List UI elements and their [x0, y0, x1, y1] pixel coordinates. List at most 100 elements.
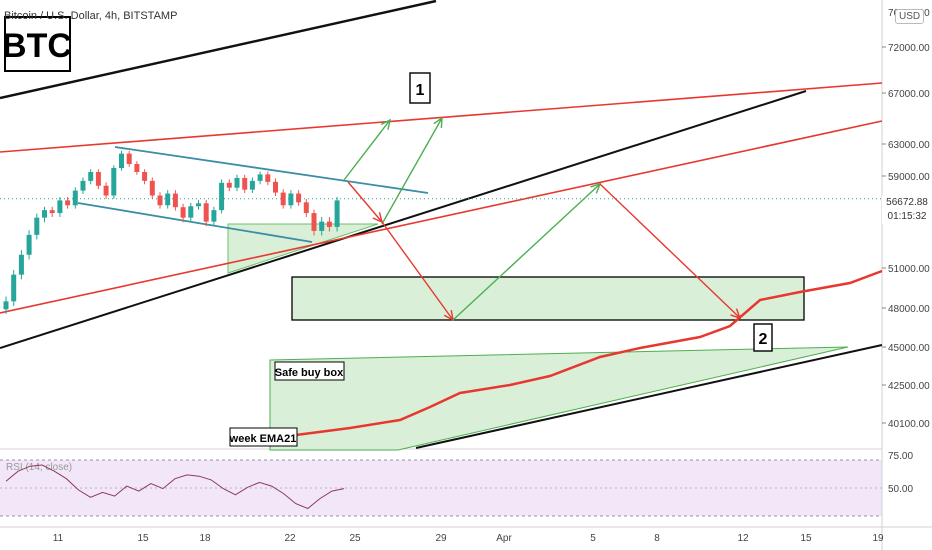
- price-tick-label: 72000.00: [888, 43, 930, 54]
- candle-body: [119, 153, 124, 168]
- candle-body: [326, 221, 332, 227]
- candle-body: [311, 213, 317, 231]
- candle-body: [26, 234, 32, 255]
- candle-body: [226, 182, 232, 188]
- time-tick-label: 5: [590, 533, 596, 544]
- candle-body: [126, 153, 132, 164]
- chart-symbol-title: Bitcoin / U.S. Dollar, 4h, BITSTAMP: [4, 10, 178, 22]
- green-arrow-up-1-head: [380, 118, 391, 130]
- red-channel-bottom: [0, 120, 883, 314]
- green-arrow-up-2: [381, 117, 443, 225]
- red-arrow-down-3: [599, 183, 741, 319]
- candle-body: [180, 207, 186, 218]
- candle-body: [242, 177, 248, 190]
- price-tick-label: 63000.00: [888, 140, 930, 151]
- candle-body: [219, 182, 225, 211]
- week-ema21-line: [295, 269, 883, 437]
- time-tick-label: 11: [53, 533, 64, 544]
- candle-body: [273, 181, 278, 193]
- teal-wedge-bottom: [77, 202, 313, 243]
- candle-body: [57, 200, 63, 214]
- candle-body: [80, 180, 86, 191]
- candle-body: [88, 172, 94, 181]
- candle-body: [334, 200, 340, 227]
- label-2-box: [753, 323, 773, 352]
- green-arrow-up-2-head: [433, 116, 443, 129]
- current-price-tag: 56672.88 01:15:32: [882, 196, 932, 224]
- candle-body: [234, 177, 240, 188]
- candle-body: [42, 210, 47, 218]
- price-tick-label: 42500.00: [888, 381, 930, 392]
- safe-buy-box-label-box: [274, 361, 345, 381]
- time-tick-label: 22: [284, 533, 296, 544]
- candle-body: [103, 185, 109, 196]
- candle-body: [249, 180, 255, 190]
- black-trendline-top: [0, 0, 437, 100]
- candle-body: [34, 217, 40, 235]
- current-price: 56672.88: [886, 197, 928, 208]
- candle-body: [319, 221, 325, 231]
- label-1-box: [409, 72, 431, 104]
- time-tick-label: Apr: [496, 533, 512, 544]
- candle-body: [280, 192, 286, 206]
- red-arrow-down-3-head: [730, 308, 742, 320]
- red-channel-top: [0, 82, 883, 153]
- btc-logo-box: [4, 16, 71, 72]
- candle-body: [134, 164, 140, 172]
- candle-body: [257, 174, 263, 181]
- candle-body: [149, 180, 155, 196]
- time-tick-label: 15: [800, 533, 812, 544]
- time-tick-label: 8: [654, 533, 660, 544]
- candle-body: [288, 193, 294, 206]
- green-arrow-up-3: [452, 183, 601, 321]
- candle-body: [211, 210, 217, 222]
- candle-body: [188, 206, 194, 218]
- safe-buy-box-label: Safe buy box: [275, 367, 344, 379]
- candle-body: [65, 200, 71, 206]
- price-tick-label: 48000.00: [888, 304, 930, 315]
- rsi-tick-label: 50.00: [888, 484, 913, 495]
- entry-triangle-zone: [227, 223, 379, 274]
- red-arrow-down-1: [347, 181, 383, 223]
- candle-body: [303, 202, 309, 214]
- time-tick-label: 29: [435, 533, 447, 544]
- candle-body: [3, 301, 9, 310]
- candle-body: [172, 193, 178, 208]
- currency-selector[interactable]: USD: [895, 9, 925, 24]
- price-tick-label: 67000.00: [888, 89, 930, 100]
- time-tick-label: 19: [872, 533, 884, 544]
- time-tick-label: 25: [349, 533, 361, 544]
- price-tick-label: 59000.00: [888, 172, 930, 183]
- candle-body: [111, 168, 117, 196]
- candle-body: [18, 254, 24, 275]
- week-ema21-label-box: [229, 427, 298, 447]
- label-1: 1: [416, 82, 425, 99]
- candle-body: [265, 174, 271, 182]
- rsi-title: RSI (14, close): [6, 462, 72, 473]
- red-arrow-down-2: [381, 221, 454, 321]
- rsi-line: [5, 464, 345, 510]
- price-tick-label: 45000.00: [888, 343, 930, 354]
- label-2: 2: [759, 331, 768, 348]
- time-tick-label: 18: [199, 533, 211, 544]
- green-arrow-up-1: [343, 119, 391, 181]
- candle-body: [49, 210, 55, 214]
- price-tick-label: 40100.00: [888, 419, 930, 430]
- candle-body: [11, 274, 17, 302]
- candle-body: [157, 195, 163, 206]
- teal-wedge-top: [114, 146, 429, 194]
- safe-buy-box-zone: [269, 346, 849, 451]
- rsi-tick-label: 75.00: [888, 451, 913, 462]
- candle-body: [296, 193, 302, 203]
- target-box-zone: [291, 276, 805, 321]
- candle-body: [203, 203, 209, 222]
- black-trendline-bottom: [415, 344, 883, 449]
- week-ema21-label: week EMA21: [229, 433, 297, 445]
- btc-logo-text: BTC: [2, 27, 72, 65]
- candle-body: [196, 203, 201, 207]
- candle-body: [165, 193, 171, 206]
- black-trendline-mid: [0, 90, 807, 349]
- candle-body: [95, 172, 101, 186]
- price-tick-label: 51000.00: [888, 264, 930, 275]
